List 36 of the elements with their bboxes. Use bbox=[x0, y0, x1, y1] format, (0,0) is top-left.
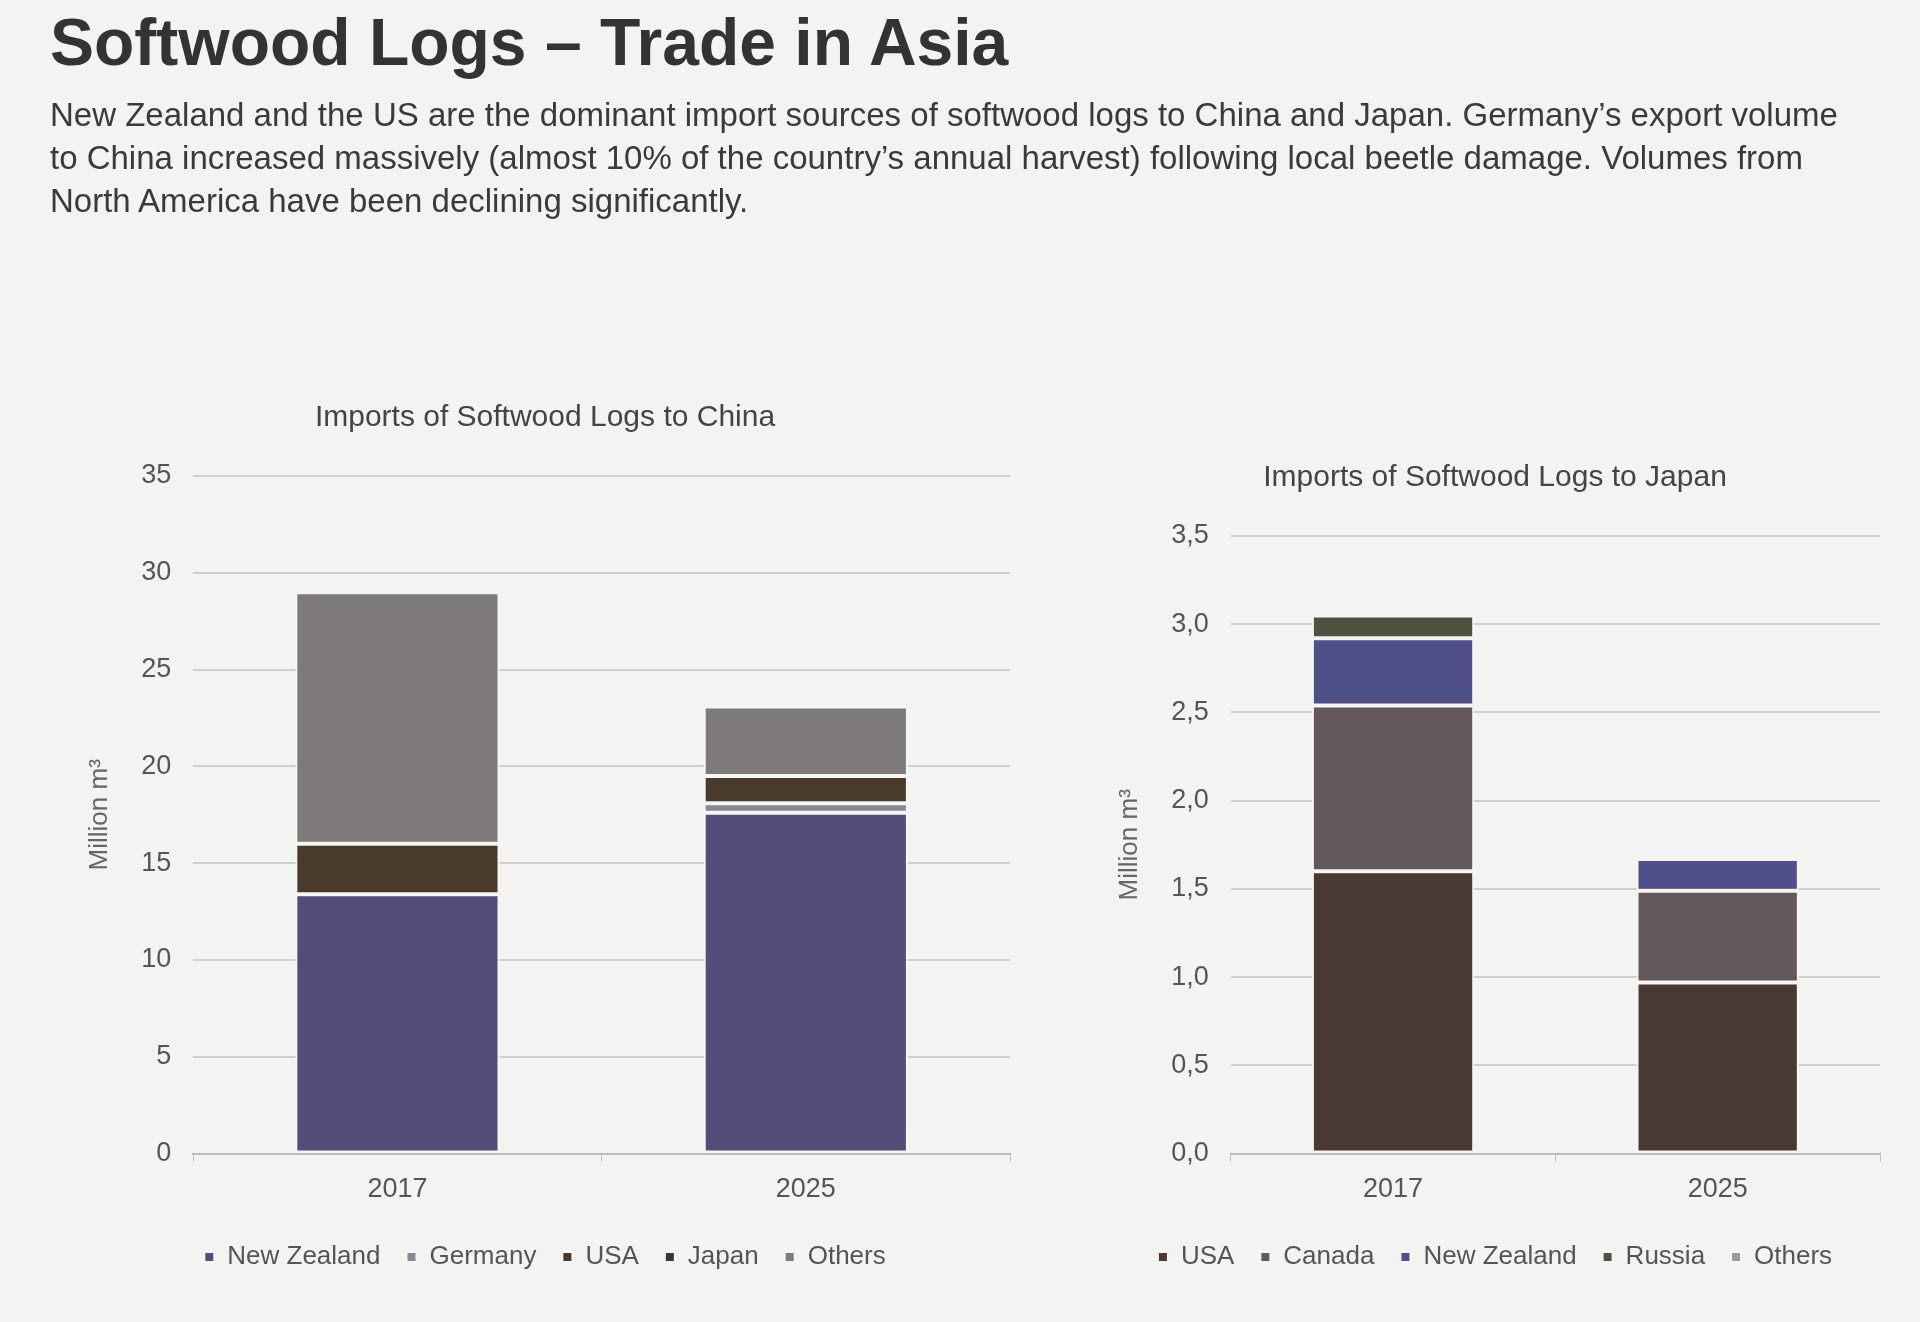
y-tick-label: 0,5 bbox=[1171, 1048, 1209, 1079]
y-tick-label: 25 bbox=[141, 653, 172, 684]
chart-title: Imports of Softwood Logs to China bbox=[314, 399, 776, 433]
legend-label: Others bbox=[1754, 1240, 1833, 1271]
x-tick-label: 2017 bbox=[1363, 1173, 1424, 1204]
y-tick-label: 1,0 bbox=[1171, 960, 1209, 991]
y-tick-label: 15 bbox=[141, 846, 172, 877]
y-tick-label: 30 bbox=[141, 556, 172, 587]
y-tick-label: 0,0 bbox=[1171, 1137, 1209, 1168]
legend-label: Germany bbox=[429, 1240, 537, 1271]
y-tick-label: 3,5 bbox=[1171, 519, 1209, 550]
legend-label: Others bbox=[807, 1240, 886, 1271]
y-tick-label: 2,5 bbox=[1171, 695, 1209, 726]
legend-label: New Zealand bbox=[1423, 1240, 1577, 1271]
y-axis-title: Million m³ bbox=[1112, 788, 1143, 901]
y-tick-label: 3,0 bbox=[1171, 607, 1209, 638]
y-tick-label: 0 bbox=[156, 1137, 172, 1168]
y-tick-label: 10 bbox=[141, 943, 172, 974]
legend-label: Japan bbox=[687, 1240, 759, 1271]
legend-label: Canada bbox=[1283, 1240, 1375, 1271]
y-tick-label: 35 bbox=[141, 459, 172, 490]
chart-title: Imports of Softwood Logs to Japan bbox=[1263, 459, 1727, 493]
x-tick-label: 2025 bbox=[1687, 1173, 1748, 1204]
y-axis-title: Million m³ bbox=[82, 758, 113, 871]
y-tick-label: 2,0 bbox=[1171, 784, 1209, 815]
text: New Zealand and the US are the dominant import sources of softwood logs to China and Japan. Germany’s export volume to China increased massively (almost 10% of the country’s annual harvest) following local beetle damage. Volumes from North America have been declining significantly. bbox=[50, 95, 1839, 221]
legend-label: Russia bbox=[1625, 1240, 1706, 1271]
y-tick-label: 5 bbox=[156, 1040, 172, 1071]
text: Softwood Logs – Trade in Asia bbox=[50, 4, 1010, 80]
y-tick-label: 20 bbox=[141, 749, 172, 780]
x-tick-label: 2025 bbox=[775, 1173, 836, 1204]
x-tick-label: 2017 bbox=[367, 1173, 428, 1204]
y-tick-label: 1,5 bbox=[1171, 872, 1209, 903]
legend-label: New Zealand bbox=[227, 1240, 381, 1271]
legend-label: USA bbox=[585, 1240, 640, 1271]
legend-label: USA bbox=[1180, 1240, 1235, 1271]
